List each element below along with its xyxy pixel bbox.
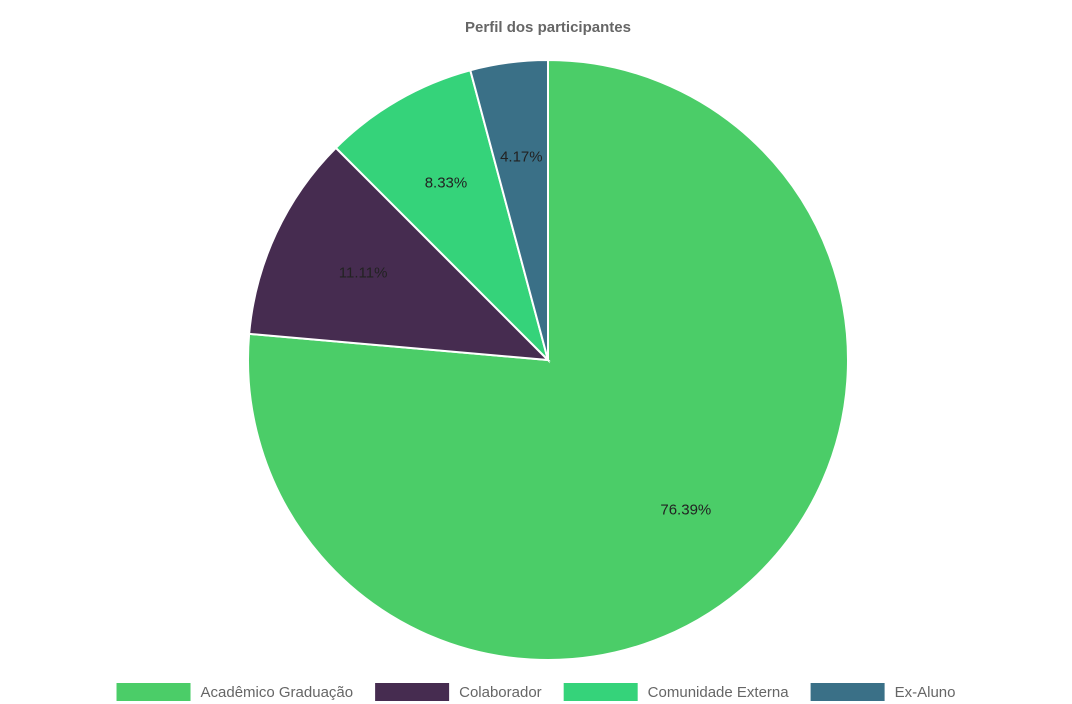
legend-label: Colaborador	[459, 684, 542, 701]
legend-swatch	[375, 683, 450, 701]
legend-label: Acadêmico Graduação	[201, 684, 354, 701]
chart-title: Perfil dos participantes	[465, 19, 631, 36]
legend-label: Ex-Aluno	[895, 684, 956, 701]
data-label: 11.11%	[339, 265, 388, 282]
pie-slice	[334, 69, 550, 364]
legend: Acadêmico Graduação Colaborador Comunidade…	[116, 683, 956, 701]
pie-slice	[247, 58, 849, 661]
legend-swatch	[563, 683, 638, 701]
pie-slice	[469, 58, 549, 361]
legend-swatch	[116, 683, 191, 701]
data-label: 8.33%	[425, 174, 468, 191]
legend-swatch	[810, 683, 885, 701]
data-label: 76.39%	[660, 501, 711, 518]
data-label: 4.17%	[500, 149, 543, 166]
legend-label: Comunidade Externa	[648, 684, 790, 701]
pie-slice	[248, 146, 551, 362]
